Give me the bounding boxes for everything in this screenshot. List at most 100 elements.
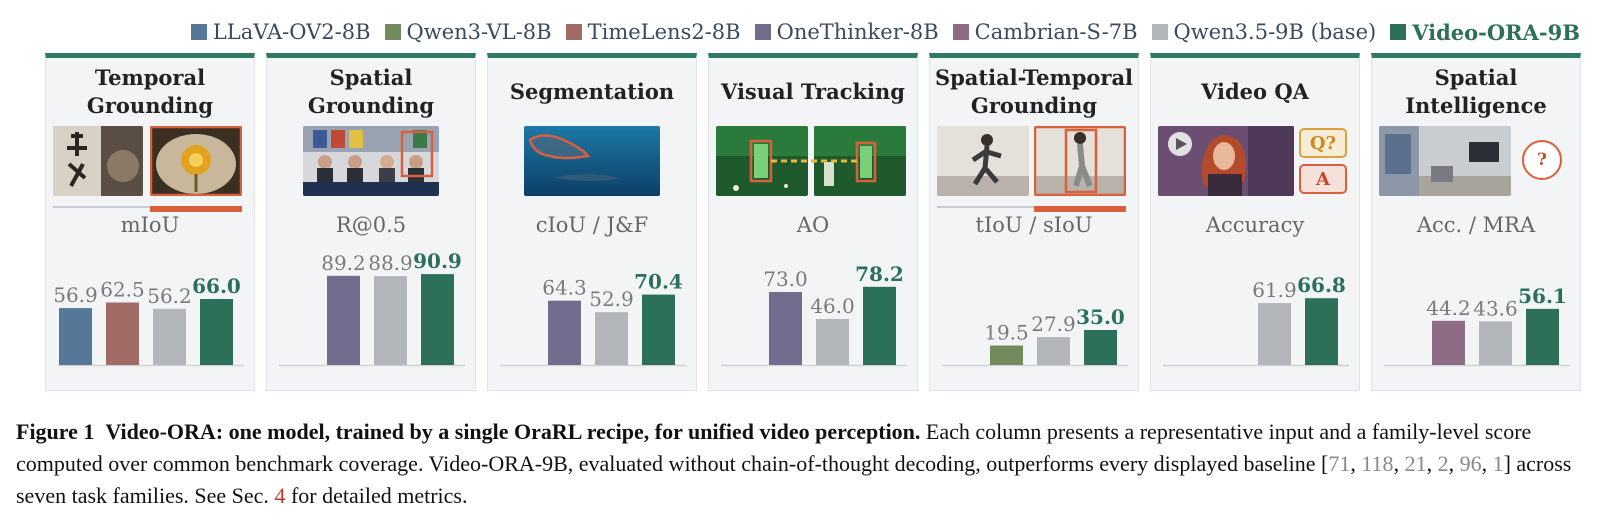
timeline-segment-highlight — [1034, 206, 1126, 212]
metric-label: AO — [796, 213, 830, 237]
figure-label: Figure 1 — [16, 419, 95, 444]
legend-swatch — [384, 24, 401, 40]
bar-value-label: 62.5 — [100, 278, 145, 302]
citation-link[interactable]: 21 — [1404, 451, 1427, 476]
citation-link[interactable]: 71 — [1328, 451, 1351, 476]
bar-chart: 73.046.078.2 — [721, 262, 907, 367]
panel-temporal-grounding: Temporal Grounding mIoU 56.9 62.5 56.2 66.0 — [45, 53, 255, 391]
track-connector — [771, 159, 857, 163]
legend-item: Qwen3-VL-8B — [384, 20, 552, 44]
panel-title: Visual Tracking — [721, 79, 905, 104]
bar-qwen3-5-9b-base — [816, 319, 849, 365]
bar-value-label: 66.0 — [192, 274, 241, 298]
bar-chart: 56.9 62.5 56.2 66.0 — [53, 274, 244, 367]
panel-thumbnails — [488, 126, 696, 208]
bar-video-ora-9b — [1526, 308, 1559, 365]
legend-item: TimeLens2-8B — [565, 20, 741, 44]
woman-speaking-video-thumbnail — [1158, 126, 1294, 196]
tea-flower-frame-thumbnail — [150, 126, 242, 196]
panel-spatial-intelligence: Spatial Intelligence ? Acc. / MRA 44.2 43… — [1371, 53, 1581, 391]
bar-video-ora-9b — [200, 299, 233, 365]
legend-label: Qwen3.5-9B (base) — [1173, 20, 1377, 44]
bar-video-ora-9b — [1305, 298, 1338, 365]
bar-qwen3-vl-8b — [990, 345, 1023, 365]
bar-value-label: 89.2 — [321, 251, 366, 275]
bar-chart: 64.3 52.970.4 — [500, 270, 686, 367]
bar-video-ora-9b — [421, 274, 454, 365]
panel-thumbnails — [46, 126, 254, 212]
bar-value-label: 43.6 — [1473, 296, 1518, 320]
legend-label: LLaVA-OV2-8B — [212, 20, 371, 44]
legend-swatch — [190, 24, 207, 40]
panel-thumbnails — [267, 126, 475, 208]
section-link[interactable]: 4 — [274, 483, 286, 508]
underwater-shark-thumbnail — [524, 126, 660, 196]
chart-legend: LLaVA-OV2-8B Qwen3-VL-8B TimeLens2-8B OneTh… — [190, 18, 1580, 46]
bar-value-label: 64.3 — [542, 276, 587, 300]
legend-item: Video-ORA-9B — [1390, 20, 1580, 45]
bar-value-label: 56.2 — [147, 284, 192, 308]
legend-item: Cambrian-S-7B — [952, 20, 1138, 44]
bar-value-label: 27.9 — [1031, 312, 1076, 336]
panel-segmentation: Segmentation cIoU / J&F 64.3 52.9 70.4 — [487, 53, 697, 391]
bar-qwen3-5-9b-base — [595, 312, 628, 365]
bar-value-label: 70.4 — [634, 270, 683, 294]
citation-link[interactable]: 118 — [1361, 451, 1394, 476]
bar-video-ora-9b — [642, 294, 675, 365]
figure-title: Video-ORA: one model, trained by a singl… — [105, 419, 921, 444]
panel-title: Segmentation — [509, 79, 675, 104]
timeline-segment-highlight — [150, 206, 242, 212]
legend-label: TimeLens2-8B — [587, 20, 741, 44]
metric-label: R@0.5 — [335, 213, 407, 237]
citation-link[interactable]: 1 — [1492, 451, 1504, 476]
bar-value-label: 73.0 — [763, 267, 808, 291]
citation-link[interactable]: 96 — [1459, 451, 1482, 476]
panel-visual-tracking: Visual Tracking AO 73.0 46.0 78.2 — [708, 53, 918, 391]
metric-label: Accuracy — [1205, 213, 1305, 237]
bar-chart: 44.2 43.656.1 — [1384, 284, 1570, 367]
bar-value-label: 90.9 — [413, 249, 462, 273]
panel-spatial-grounding: Spatial Grounding R@0.5 89.2 88.9 90.9 — [266, 53, 476, 391]
legend-label: Video-ORA-9B — [1412, 19, 1580, 45]
panel-title: Temporal Grounding — [86, 65, 214, 118]
bar-value-label: 78.2 — [855, 262, 904, 286]
bar-chart: 61.9 66.8 — [1163, 273, 1349, 367]
bar-value-label: 46.0 — [810, 294, 855, 318]
question-badge: Q? — [1299, 128, 1347, 158]
conference-table-thumbnail — [303, 126, 439, 196]
task-panels: Temporal Grounding mIoU 56.9 62.5 56.2 66.0 — [45, 53, 1581, 391]
bar-qwen3-5-9b-base — [374, 276, 407, 365]
bar-value-label: 35.0 — [1076, 305, 1125, 329]
panel-thumbnails: Q? A — [1151, 126, 1359, 208]
bar-qwen3-5-9b-base — [153, 308, 186, 365]
legend-swatch — [754, 24, 771, 40]
bar-value-label: 88.9 — [368, 251, 413, 275]
panel-thumbnails: ? — [1372, 126, 1580, 208]
question-circle-icon: ? — [1522, 140, 1562, 180]
running-person-frame-1-thumbnail — [937, 126, 1029, 196]
bar-onethinker-8b — [327, 275, 360, 365]
bar-value-label: 61.9 — [1252, 278, 1297, 302]
metric-label: Acc. / MRA — [1416, 213, 1536, 237]
panel-thumbnails — [709, 126, 917, 208]
bar-qwen3-5-9b-base — [1258, 303, 1291, 365]
caption-text: ] across seven task families. See Sec. — [16, 451, 1572, 508]
citation-link[interactable]: 2 — [1437, 451, 1449, 476]
running-person-frame-2-thumbnail — [1034, 126, 1126, 196]
legend-item: Qwen3.5-9B (base) — [1151, 20, 1377, 44]
answer-badge: A — [1299, 164, 1347, 194]
legend-label: OneThinker-8B — [776, 20, 939, 44]
timeline-track — [937, 206, 1034, 208]
bar-onethinker-8b — [548, 300, 581, 365]
room-scene-thumbnail — [1379, 126, 1511, 196]
calligraphy-frame-thumbnail — [53, 126, 143, 196]
caption-text: Each column presents a representative in… — [16, 419, 1532, 476]
metric-label: cIoU / J&F — [535, 213, 649, 237]
timeline-track — [53, 206, 150, 208]
bar-value-label: 52.9 — [589, 287, 634, 311]
bar-video-ora-9b — [863, 286, 896, 365]
panel-video-qa: Video QA Q? A Accuracy 61.9 66.8 — [1150, 53, 1360, 391]
bar-chart: 89.2 88.9 90.9 — [279, 249, 465, 367]
panel-title: Spatial-Temporal Grounding — [934, 65, 1134, 118]
figure-caption: Figure 1 Video-ORA: one model, trained b… — [16, 419, 1572, 508]
